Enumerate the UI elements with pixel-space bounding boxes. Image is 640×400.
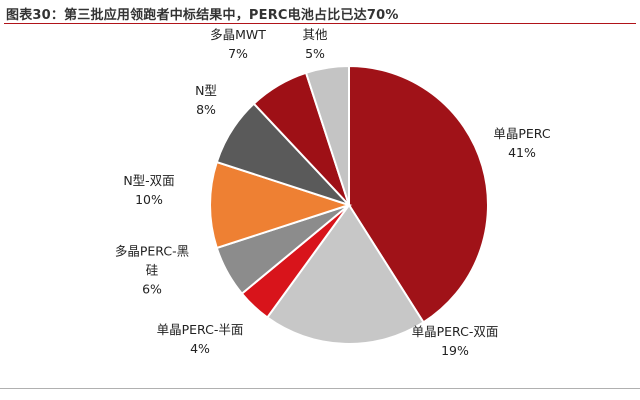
slice-category-label: 单晶PERC-双面 bbox=[412, 324, 499, 339]
slice-value-label: 19% bbox=[441, 343, 469, 358]
slice-category-label: 多晶PERC-黑 bbox=[115, 244, 189, 259]
slice-value-label: 10% bbox=[135, 192, 163, 207]
slice-category-label: N型-双面 bbox=[123, 173, 174, 188]
slice-value-label: 8% bbox=[196, 102, 216, 117]
pie-slice bbox=[209, 160, 353, 250]
title-divider bbox=[4, 23, 636, 24]
slice-value-label: 7% bbox=[228, 46, 248, 61]
slice-value-label: 4% bbox=[190, 341, 210, 356]
slice-category-label: 单晶PERC bbox=[493, 126, 550, 141]
slice-value-label: 41% bbox=[508, 145, 536, 160]
pie-slice bbox=[304, 64, 350, 206]
slice-category-label: 多晶MWT bbox=[210, 27, 266, 42]
slice-category-label: N型 bbox=[195, 83, 217, 98]
chart-title: 图表30：第三批应用领跑者中标结果中，PERC电池占比已达70% bbox=[6, 8, 399, 23]
slice-category-label: 单晶PERC-半面 bbox=[157, 322, 244, 337]
pie-slice bbox=[265, 203, 425, 345]
slice-value-label: 6% bbox=[142, 282, 162, 297]
slice-category-label: 其他 bbox=[302, 27, 328, 42]
slice-category-label: 硅 bbox=[146, 263, 159, 278]
source-divider bbox=[0, 388, 640, 389]
slice-value-label: 5% bbox=[305, 46, 325, 61]
